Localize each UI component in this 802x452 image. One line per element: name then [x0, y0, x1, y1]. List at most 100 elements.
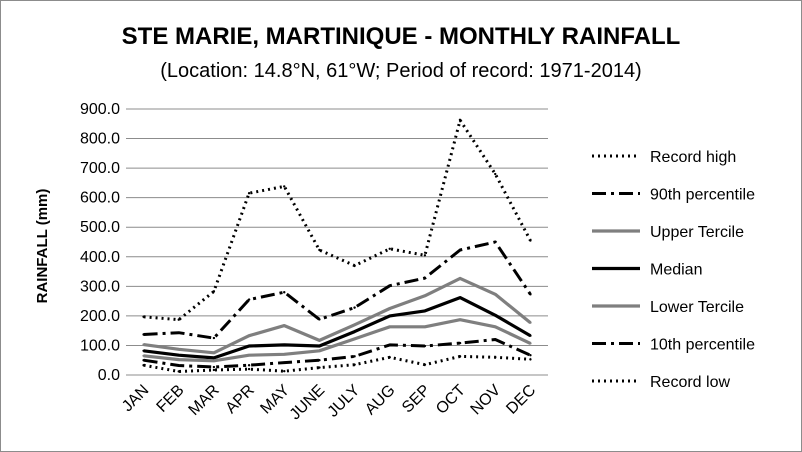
data-point: [494, 338, 497, 341]
data-point: [142, 343, 145, 346]
x-tick-label: NOV: [468, 382, 505, 419]
data-point: [388, 343, 391, 347]
x-tick-label: JUNE: [287, 382, 329, 424]
data-point: [177, 370, 180, 373]
data-point: [494, 240, 497, 244]
data-point: [142, 333, 145, 336]
series-line-lower-tercile: [143, 318, 532, 363]
data-point: [353, 363, 356, 366]
data-point: [212, 359, 216, 363]
data-point: [529, 239, 532, 242]
y-axis-label: RAINFALL (mm): [34, 189, 51, 304]
y-tick-label: 600.0: [80, 190, 120, 207]
y-axis-ticks: 0.0 100.0 200.0 300.0 400.0 500.0 600.0 700.0 80…: [80, 101, 120, 384]
y-tick-label: 700.0: [80, 160, 120, 177]
y-tick-label: 800.0: [80, 131, 120, 148]
data-point: [388, 284, 391, 287]
y-tick-label: 900.0: [80, 101, 120, 118]
data-point: [212, 368, 216, 372]
y-tick-label: 400.0: [80, 249, 120, 266]
x-tick-label: SEP: [399, 382, 434, 417]
x-tick-label: FEB: [154, 382, 188, 416]
data-point: [318, 339, 321, 342]
x-tick-label: JAN: [119, 382, 152, 415]
data-point: [318, 318, 321, 321]
data-point: [212, 336, 216, 340]
data-point: [247, 334, 251, 337]
data-point: [212, 290, 216, 293]
data-point: [458, 119, 462, 122]
data-point: [494, 293, 497, 296]
data-point: [494, 172, 497, 176]
data-point: [283, 361, 286, 364]
x-tick-label: JULY: [325, 382, 364, 421]
data-point: [353, 337, 356, 341]
y-tick-label: 200.0: [80, 308, 120, 325]
data-point: [177, 331, 180, 334]
series-line-10th-percentile: [143, 338, 532, 369]
x-tick-label: APR: [223, 382, 258, 417]
legend-item-10th-percentile: 10th percentile: [592, 337, 755, 354]
data-point: [388, 325, 391, 329]
data-point: [247, 298, 251, 301]
data-point: [353, 330, 356, 333]
y-tick-label: 500.0: [80, 219, 120, 236]
x-tick-label: OCT: [433, 382, 469, 418]
legend-item-record-low: Record low: [592, 374, 730, 391]
series-line-upper-tercile: [143, 276, 532, 355]
legend-label: Median: [650, 262, 702, 279]
data-point: [529, 358, 532, 361]
data-point: [458, 318, 462, 321]
data-point: [458, 277, 462, 280]
y-tick-label: 0.0: [98, 367, 120, 384]
data-point: [458, 296, 462, 299]
x-tick-label: MAR: [186, 382, 223, 419]
chart-title: STE MARIE, MARTINIQUE - MONTHLY RAINFALL: [122, 23, 681, 50]
data-point: [388, 247, 391, 250]
data-point: [423, 309, 427, 313]
data-point: [353, 355, 356, 358]
data-point: [423, 344, 427, 348]
data-point: [423, 276, 427, 280]
legend-label: Upper Tercile: [650, 224, 744, 241]
data-point: [247, 192, 251, 195]
data-point: [177, 353, 180, 357]
data-point: [529, 293, 532, 296]
data-point: [177, 348, 180, 351]
data-point: [247, 344, 251, 348]
series-lower-tercile: [142, 318, 532, 363]
data-point: [423, 363, 427, 366]
data-point: [283, 185, 286, 188]
data-point: [353, 264, 356, 267]
data-point: [423, 294, 427, 297]
x-tick-label: AUG: [362, 382, 399, 419]
legend-label: 10th percentile: [650, 337, 755, 354]
legend-item-90th-percentile: 90th percentile: [592, 187, 755, 204]
data-point: [212, 365, 216, 369]
series-record-low: [142, 354, 532, 373]
data-point: [318, 349, 321, 352]
legend-label: Record high: [650, 149, 736, 166]
data-point: [318, 366, 321, 369]
data-point: [529, 342, 532, 345]
series-line-median: [143, 296, 532, 360]
data-point: [423, 325, 427, 329]
data-point: [529, 321, 532, 324]
data-point: [318, 359, 321, 362]
data-point: [142, 364, 145, 367]
data-point: [458, 341, 462, 345]
data-point: [142, 354, 145, 357]
data-point: [353, 323, 356, 326]
data-point: [247, 364, 251, 367]
y-tick-label: 300.0: [80, 278, 120, 295]
plot-series: [142, 118, 532, 373]
series-upper-tercile: [142, 276, 532, 355]
data-point: [142, 315, 145, 318]
series-median: [142, 296, 532, 360]
data-point: [423, 254, 427, 257]
data-point: [529, 353, 532, 357]
data-point: [247, 353, 251, 357]
data-point: [283, 353, 286, 356]
data-point: [494, 314, 497, 317]
